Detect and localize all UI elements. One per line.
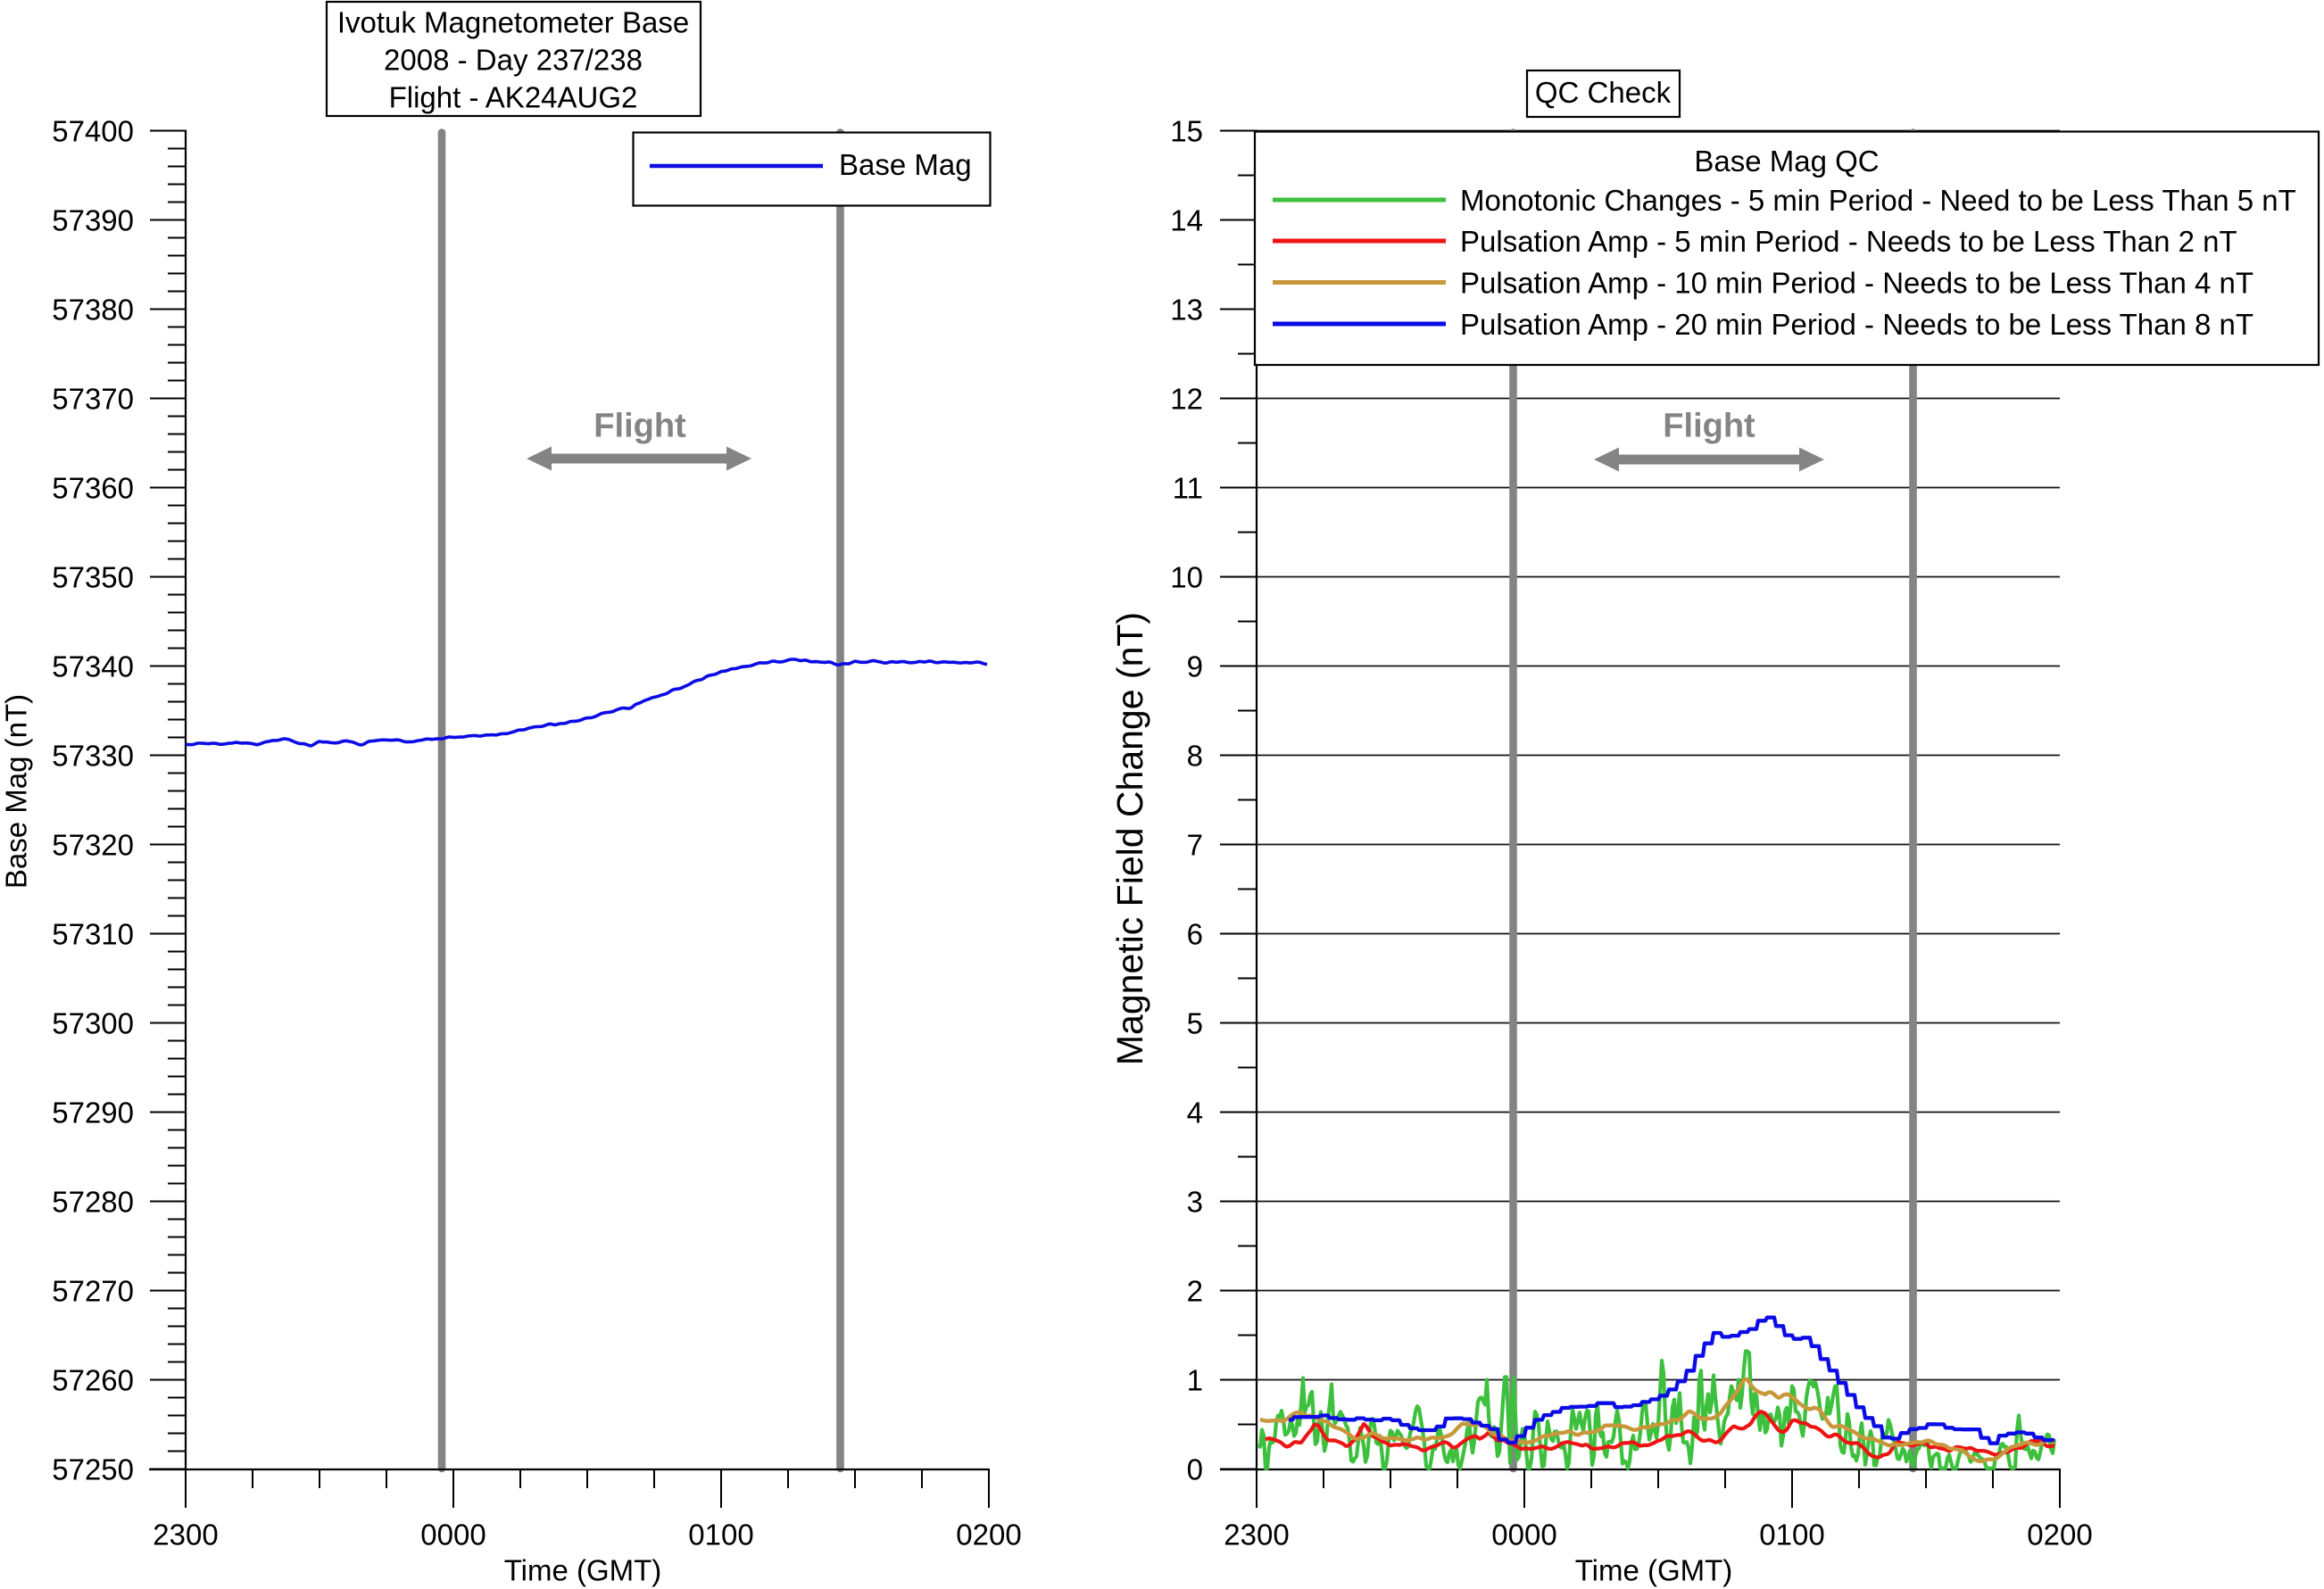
svg-text:Flight: Flight	[1663, 408, 1755, 445]
svg-text:Base Mag: Base Mag	[839, 148, 972, 181]
svg-text:Flight - AK24AUG2: Flight - AK24AUG2	[389, 81, 638, 114]
svg-text:Base Mag QC: Base Mag QC	[1694, 145, 1879, 178]
svg-text:57280: 57280	[52, 1185, 134, 1218]
svg-text:Pulsation Amp - 20 min Period: Pulsation Amp - 20 min Period - Needs to…	[1460, 308, 2253, 341]
svg-text:Time (GMT): Time (GMT)	[504, 1554, 662, 1587]
svg-text:14: 14	[1170, 203, 1203, 236]
svg-text:57300: 57300	[52, 1006, 134, 1039]
svg-text:57330: 57330	[52, 739, 134, 772]
svg-text:2008 - Day 237/238: 2008 - Day 237/238	[384, 44, 643, 77]
svg-text:Magnetic Field Change (nT): Magnetic Field Change (nT)	[1109, 612, 1150, 1065]
svg-text:57370: 57370	[52, 382, 134, 415]
svg-text:57390: 57390	[52, 203, 134, 236]
svg-text:0100: 0100	[1759, 1519, 1824, 1552]
svg-text:0200: 0200	[2027, 1519, 2092, 1552]
svg-text:Pulsation Amp - 5 min Period -: Pulsation Amp - 5 min Period - Needs to …	[1460, 225, 2237, 258]
svg-text:12: 12	[1170, 382, 1203, 415]
svg-text:57310: 57310	[52, 917, 134, 950]
svg-text:57340: 57340	[52, 650, 134, 683]
svg-text:2: 2	[1187, 1274, 1203, 1307]
svg-text:Base Mag (nT): Base Mag (nT)	[0, 694, 33, 889]
svg-text:57350: 57350	[52, 560, 134, 593]
svg-text:57380: 57380	[52, 293, 134, 326]
svg-text:57320: 57320	[52, 828, 134, 861]
svg-text:0: 0	[1187, 1452, 1203, 1486]
svg-text:Pulsation Amp - 10 min Period: Pulsation Amp - 10 min Period - Needs to…	[1460, 266, 2253, 299]
svg-text:13: 13	[1170, 293, 1203, 326]
svg-text:0000: 0000	[420, 1519, 486, 1552]
svg-text:15: 15	[1170, 114, 1203, 147]
svg-text:QC Check: QC Check	[1535, 76, 1672, 109]
svg-text:5: 5	[1187, 1006, 1203, 1039]
svg-text:57360: 57360	[52, 471, 134, 504]
svg-text:57270: 57270	[52, 1274, 134, 1307]
svg-text:57260: 57260	[52, 1363, 134, 1396]
svg-text:8: 8	[1187, 739, 1203, 772]
svg-text:3: 3	[1187, 1185, 1203, 1218]
svg-text:57400: 57400	[52, 114, 134, 147]
svg-text:2300: 2300	[153, 1519, 218, 1552]
svg-text:10: 10	[1170, 560, 1203, 593]
svg-text:6: 6	[1187, 917, 1203, 950]
svg-text:0000: 0000	[1491, 1519, 1556, 1552]
svg-text:0200: 0200	[956, 1519, 1021, 1552]
svg-text:1: 1	[1187, 1363, 1203, 1396]
svg-text:57250: 57250	[52, 1452, 134, 1486]
svg-text:Ivotuk Magnetometer Base: Ivotuk Magnetometer Base	[337, 6, 689, 39]
svg-text:11: 11	[1173, 471, 1203, 504]
svg-text:2300: 2300	[1224, 1519, 1289, 1552]
svg-text:7: 7	[1187, 828, 1203, 861]
svg-text:9: 9	[1187, 650, 1203, 683]
svg-text:57290: 57290	[52, 1096, 134, 1129]
svg-text:Monotonic Changes - 5 min Peri: Monotonic Changes - 5 min Period - Need …	[1460, 184, 2296, 217]
svg-text:Flight: Flight	[593, 408, 686, 445]
svg-text:0100: 0100	[688, 1519, 753, 1552]
svg-text:4: 4	[1187, 1096, 1203, 1129]
svg-text:Time (GMT): Time (GMT)	[1575, 1554, 1733, 1587]
